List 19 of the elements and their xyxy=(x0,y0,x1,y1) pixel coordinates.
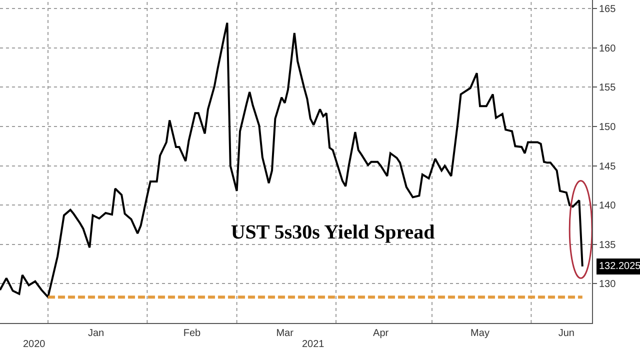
text: 2021 xyxy=(302,339,325,348)
x-tick-label: Apr xyxy=(373,328,390,339)
y-tick-label: 165 xyxy=(599,4,616,16)
x-tick-label: Jan xyxy=(88,328,104,339)
text: UST 5s30s Yield Spread xyxy=(230,221,435,244)
y-tick-label: 155 xyxy=(599,82,616,94)
y-tick-label: 160 xyxy=(599,43,616,54)
x-tick-label: Feb xyxy=(183,328,202,339)
y-tick-label: 130 xyxy=(599,279,616,290)
text: 2020 xyxy=(23,339,46,348)
data-label: 132.2025 xyxy=(599,261,640,272)
x-tick-label: May xyxy=(470,328,490,339)
x-tick-label: Jun xyxy=(558,328,574,339)
y-tick-label: 145 xyxy=(599,161,616,172)
y-tick-label: 135 xyxy=(599,240,616,251)
line-series xyxy=(0,22,584,298)
y-tick-label: 140 xyxy=(599,200,616,212)
y-tick-label: 150 xyxy=(599,122,616,134)
x-tick-label: Mar xyxy=(276,328,294,339)
